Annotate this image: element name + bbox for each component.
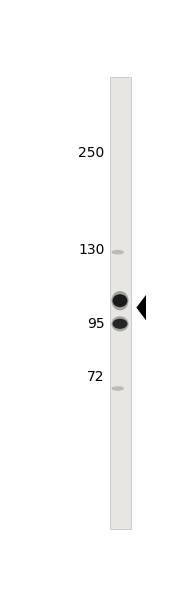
Ellipse shape <box>111 250 124 254</box>
Ellipse shape <box>111 386 124 391</box>
Text: 250: 250 <box>78 146 104 160</box>
Text: 130: 130 <box>78 243 104 257</box>
Ellipse shape <box>111 316 128 331</box>
Polygon shape <box>136 295 146 320</box>
Text: 72: 72 <box>87 370 104 384</box>
Bar <box>110 77 131 529</box>
Ellipse shape <box>113 294 127 307</box>
Ellipse shape <box>113 319 127 329</box>
Text: 95: 95 <box>87 317 104 331</box>
Ellipse shape <box>111 291 128 310</box>
